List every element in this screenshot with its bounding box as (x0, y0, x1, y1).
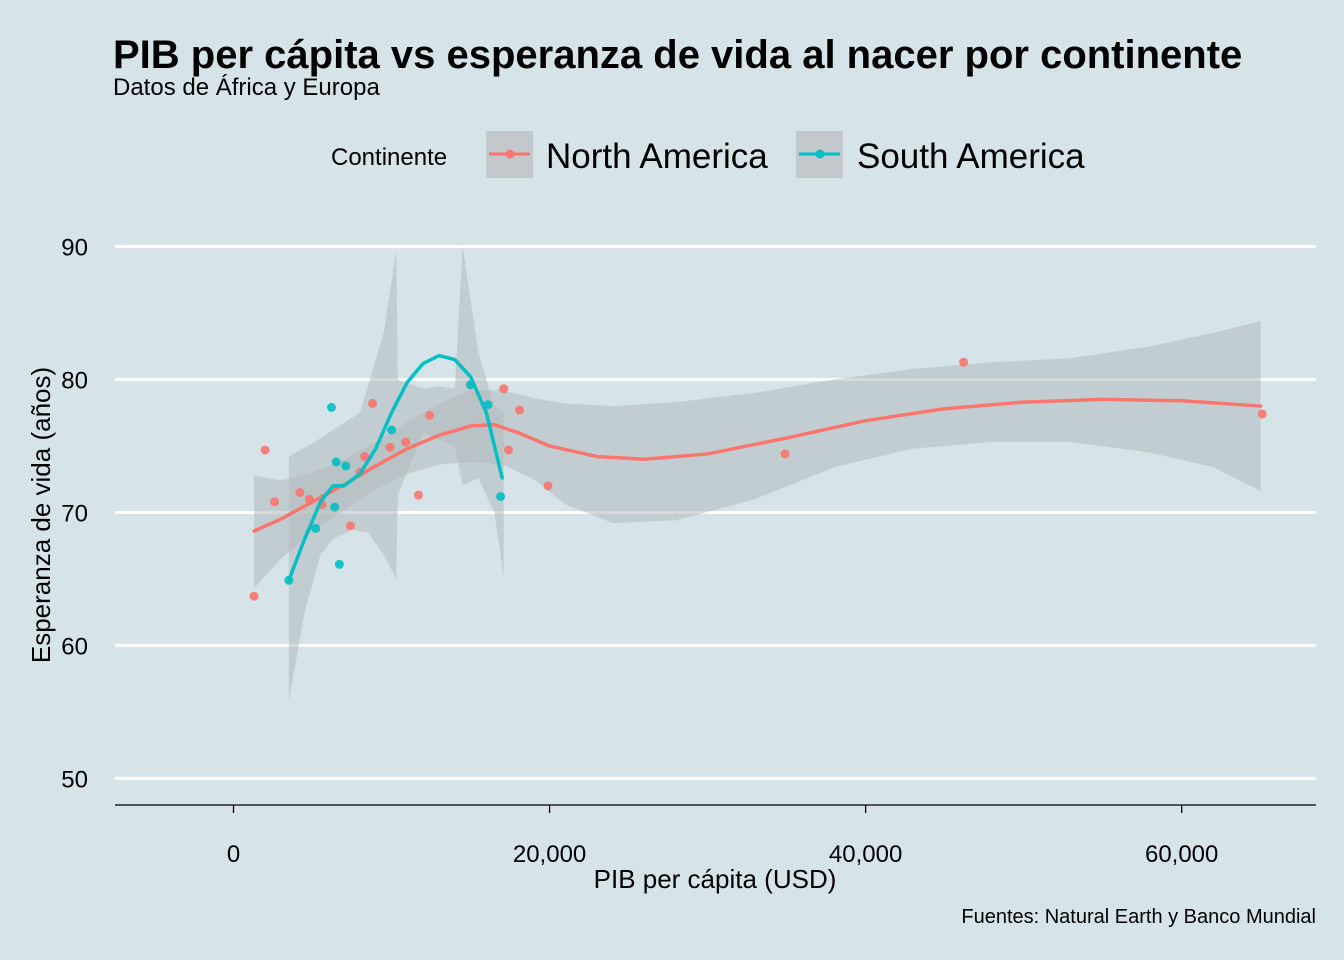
point-north-america-12 (414, 491, 423, 500)
point-north-america-10 (385, 443, 394, 452)
y-axis-title: Esperanza de vida (años) (26, 367, 56, 663)
point-north-america-11 (401, 437, 410, 446)
y-tick-label-80: 80 (61, 367, 88, 394)
y-tick-label-60: 60 (61, 633, 88, 660)
legend-title: Continente (331, 144, 447, 171)
point-north-america-20 (959, 358, 968, 367)
point-north-america-15 (499, 384, 508, 393)
point-north-america-21 (1258, 410, 1267, 419)
y-tick-label-50: 50 (61, 766, 88, 793)
point-north-america-16 (504, 445, 513, 454)
x-tick-label-0: 0 (227, 841, 240, 868)
y-tick-label-90: 90 (61, 234, 88, 261)
point-north-america-3 (295, 488, 304, 497)
legend-label-south-america: South America (857, 137, 1085, 176)
point-south-america-1 (311, 524, 320, 533)
legend-label-north-america: North America (546, 137, 768, 176)
x-tick-label-20000: 20,000 (513, 841, 586, 868)
point-south-america-10 (496, 492, 505, 501)
point-north-america-6 (346, 521, 355, 530)
point-south-america-3 (330, 503, 339, 512)
x-tick-label-40000: 40,000 (829, 841, 902, 868)
legend-point-north-america (506, 150, 515, 159)
x-tick-label-60000: 60,000 (1145, 841, 1218, 868)
chart-subtitle: Datos de África y Europa (113, 74, 380, 101)
point-north-america-9 (368, 399, 377, 408)
point-south-america-7 (387, 426, 396, 435)
legend-point-south-america (816, 150, 825, 159)
point-north-america-0 (250, 592, 259, 601)
x-axis-title: PIB per cápita (USD) (594, 864, 837, 894)
chart-title: PIB per cápita vs esperanza de vida al n… (113, 33, 1242, 77)
point-north-america-13 (425, 411, 434, 420)
point-north-america-19 (781, 449, 790, 458)
point-south-america-2 (327, 403, 336, 412)
y-tick-label-70: 70 (61, 500, 88, 527)
point-north-america-2 (270, 497, 279, 506)
caption: Fuentes: Natural Earth y Banco Mundial (961, 906, 1316, 928)
point-south-america-6 (341, 461, 350, 470)
point-south-america-5 (335, 560, 344, 569)
point-south-america-4 (332, 457, 341, 466)
point-north-america-17 (515, 406, 524, 415)
point-north-america-1 (261, 445, 270, 454)
point-north-america-18 (543, 481, 552, 490)
